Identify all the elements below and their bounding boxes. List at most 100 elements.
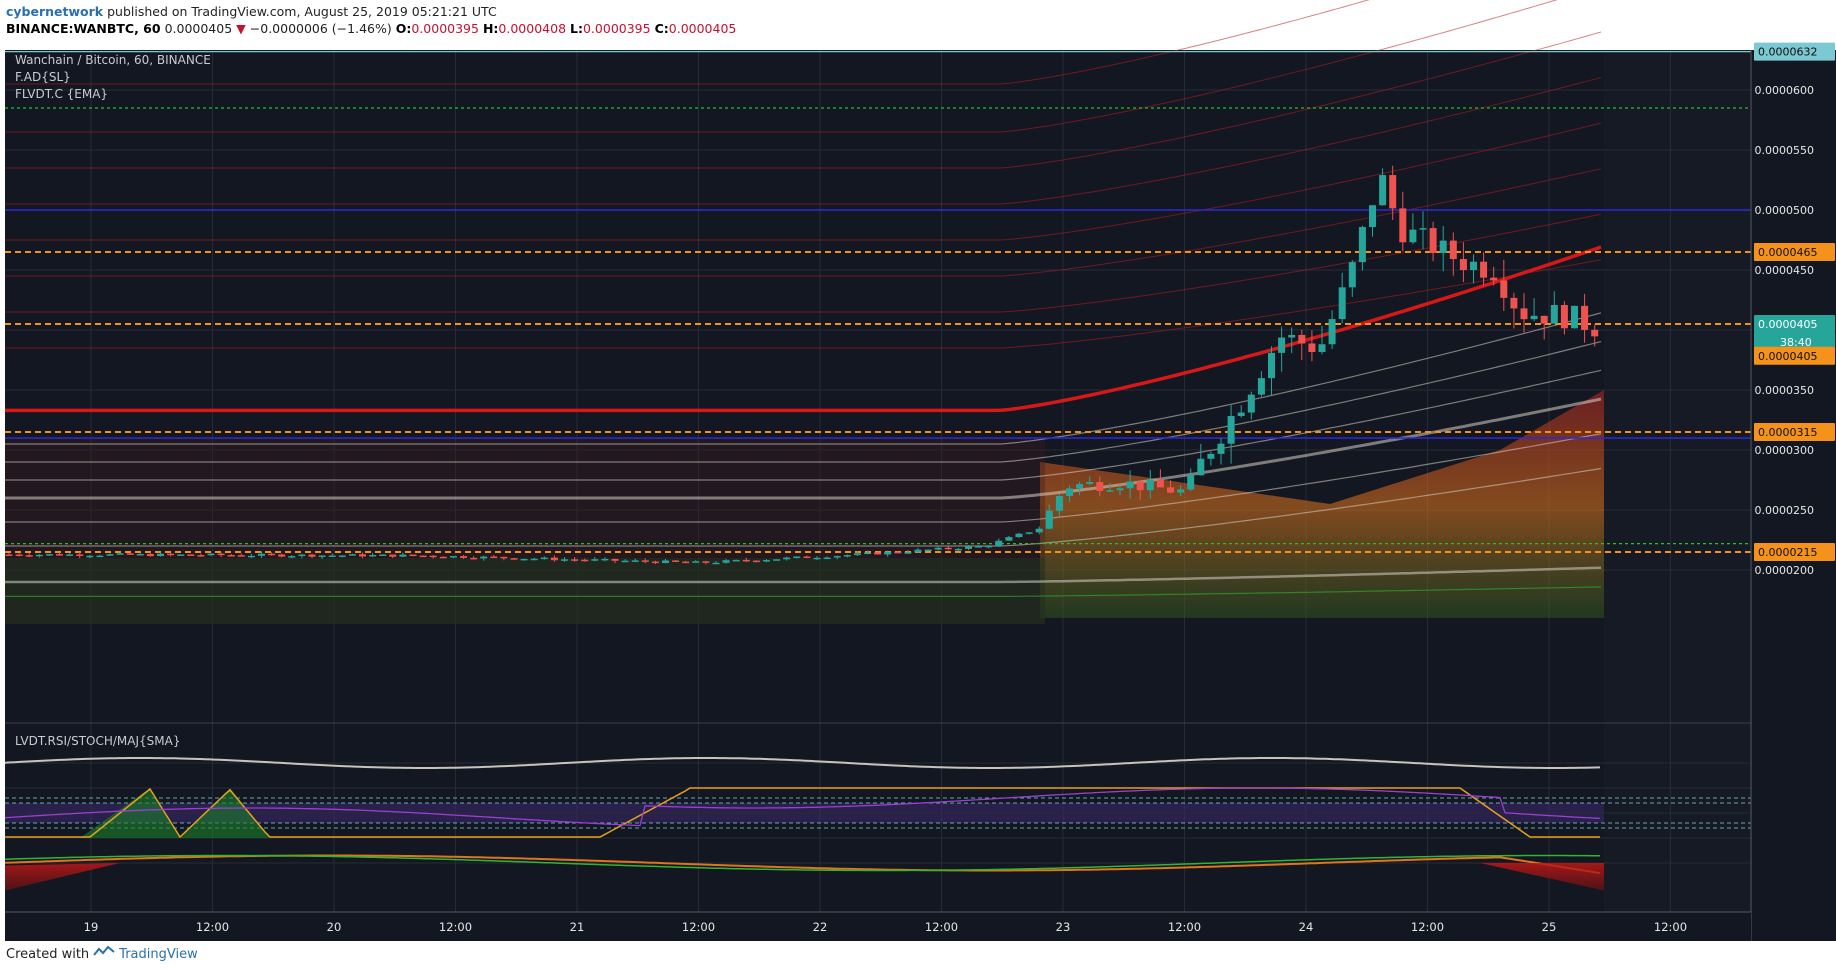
close-label: C: — [654, 21, 669, 36]
candle-body — [1560, 305, 1568, 329]
candle-body — [1035, 528, 1043, 533]
candle-body — [944, 547, 952, 550]
candle-body — [1581, 305, 1589, 330]
candle-body — [510, 558, 518, 560]
candle-body — [389, 554, 397, 557]
candle-body — [1348, 262, 1356, 288]
x-tick-label: 12:00 — [439, 920, 472, 934]
candle-body — [1126, 481, 1134, 489]
candle-body — [187, 554, 195, 556]
candle-body — [1328, 319, 1336, 345]
candle-body — [56, 554, 63, 556]
candle-body — [379, 554, 387, 557]
candle-body — [1571, 305, 1578, 329]
band-curve — [5, 369, 1602, 481]
price-axis[interactable] — [1751, 50, 1836, 941]
candle-body — [985, 545, 993, 548]
candle-body — [1459, 259, 1467, 271]
candle-body — [490, 556, 498, 559]
envelope-bands — [5, 0, 1604, 624]
candle-body — [823, 557, 831, 560]
y-tick-label: 0.0000550 — [1755, 144, 1815, 157]
candle-body — [1066, 488, 1073, 496]
band-curve — [5, 259, 1602, 349]
candle-body — [470, 557, 478, 560]
time-axis[interactable] — [5, 912, 1751, 941]
osc-red-left — [5, 863, 120, 891]
candle-body — [126, 553, 134, 555]
candle-body — [1540, 315, 1548, 324]
candle-body — [1510, 297, 1518, 309]
candle-body — [1318, 344, 1326, 353]
tradingview-logo-icon — [93, 945, 115, 963]
candle-body — [1288, 334, 1296, 338]
candle-body — [1591, 329, 1599, 337]
candle-body — [601, 558, 609, 561]
candle-body — [732, 559, 740, 562]
low-value: 0.0000395 — [582, 21, 651, 36]
candle-body — [1500, 280, 1508, 298]
momentum-signal — [4, 854, 1601, 872]
maj-line — [4, 757, 1601, 769]
candle-body — [914, 549, 922, 553]
band-curve — [5, 341, 1602, 463]
candle-body — [581, 559, 589, 562]
horizontal-levels — [5, 50, 1751, 553]
created-with-text: Created with — [6, 946, 90, 962]
candle-body — [722, 560, 730, 563]
x-tick-label: 12:00 — [1654, 920, 1687, 934]
candle-body — [1086, 482, 1094, 485]
high-value: 0.0000408 — [498, 21, 567, 36]
candle-body — [1389, 175, 1397, 209]
candle-body — [359, 554, 366, 557]
candle-body — [5, 554, 13, 556]
candle-body — [318, 555, 326, 557]
countdown-bg — [1754, 333, 1835, 351]
candle-body — [429, 555, 437, 558]
open-value: 0.0000395 — [411, 21, 479, 36]
band-curve — [5, 122, 1602, 241]
candle-body — [1399, 208, 1407, 243]
x-tick-label: 25 — [1542, 920, 1557, 934]
candle-body — [1268, 352, 1275, 379]
candle-body — [116, 553, 124, 555]
candle-body — [1439, 240, 1447, 254]
candle-body — [1076, 484, 1084, 489]
candle-body — [237, 555, 245, 557]
top-price-tag-bg — [1754, 42, 1835, 61]
candle-body — [1530, 315, 1538, 320]
countdown-label: 38:40 — [1780, 336, 1812, 349]
candle-body — [227, 555, 235, 557]
x-tick-label: 12:00 — [682, 920, 715, 934]
band-curve — [5, 312, 1602, 445]
top-price-tag: 0.0000632 — [1758, 46, 1818, 59]
band-curve — [5, 397, 1602, 500]
low-label: L: — [570, 21, 583, 36]
candle-body — [76, 554, 84, 556]
candle-body — [672, 560, 680, 562]
candle-body — [1055, 495, 1063, 511]
band-curve — [5, 568, 1601, 569]
candle-body — [1015, 533, 1023, 538]
candle-body — [1379, 175, 1387, 206]
publish-header: cybernetwork published on TradingView.co… — [6, 3, 736, 37]
published-text: published on TradingView.com, August 25,… — [107, 4, 497, 19]
author-link[interactable]: cybernetwork — [6, 4, 104, 19]
x-tick-label: 19 — [84, 920, 99, 934]
candle-body — [136, 553, 144, 556]
candles — [5, 165, 1599, 565]
chart-legend: Wanchain / Bitcoin, 60, BINANCE F.AD{SL}… — [15, 53, 211, 748]
close-value: 0.0000405 — [668, 21, 737, 36]
candle-body — [1005, 537, 1013, 541]
candle-body — [550, 557, 558, 561]
indicator-2: FLVDT.C {EMA} — [15, 87, 108, 101]
candle-body — [217, 553, 225, 556]
candle-body — [1358, 227, 1366, 263]
band-curve — [5, 586, 1602, 597]
tradingview-link[interactable]: TradingView — [119, 946, 198, 962]
candle-body — [1025, 532, 1033, 534]
candle-body — [1207, 453, 1215, 459]
candle-body — [571, 559, 579, 561]
candle-body — [692, 561, 700, 563]
